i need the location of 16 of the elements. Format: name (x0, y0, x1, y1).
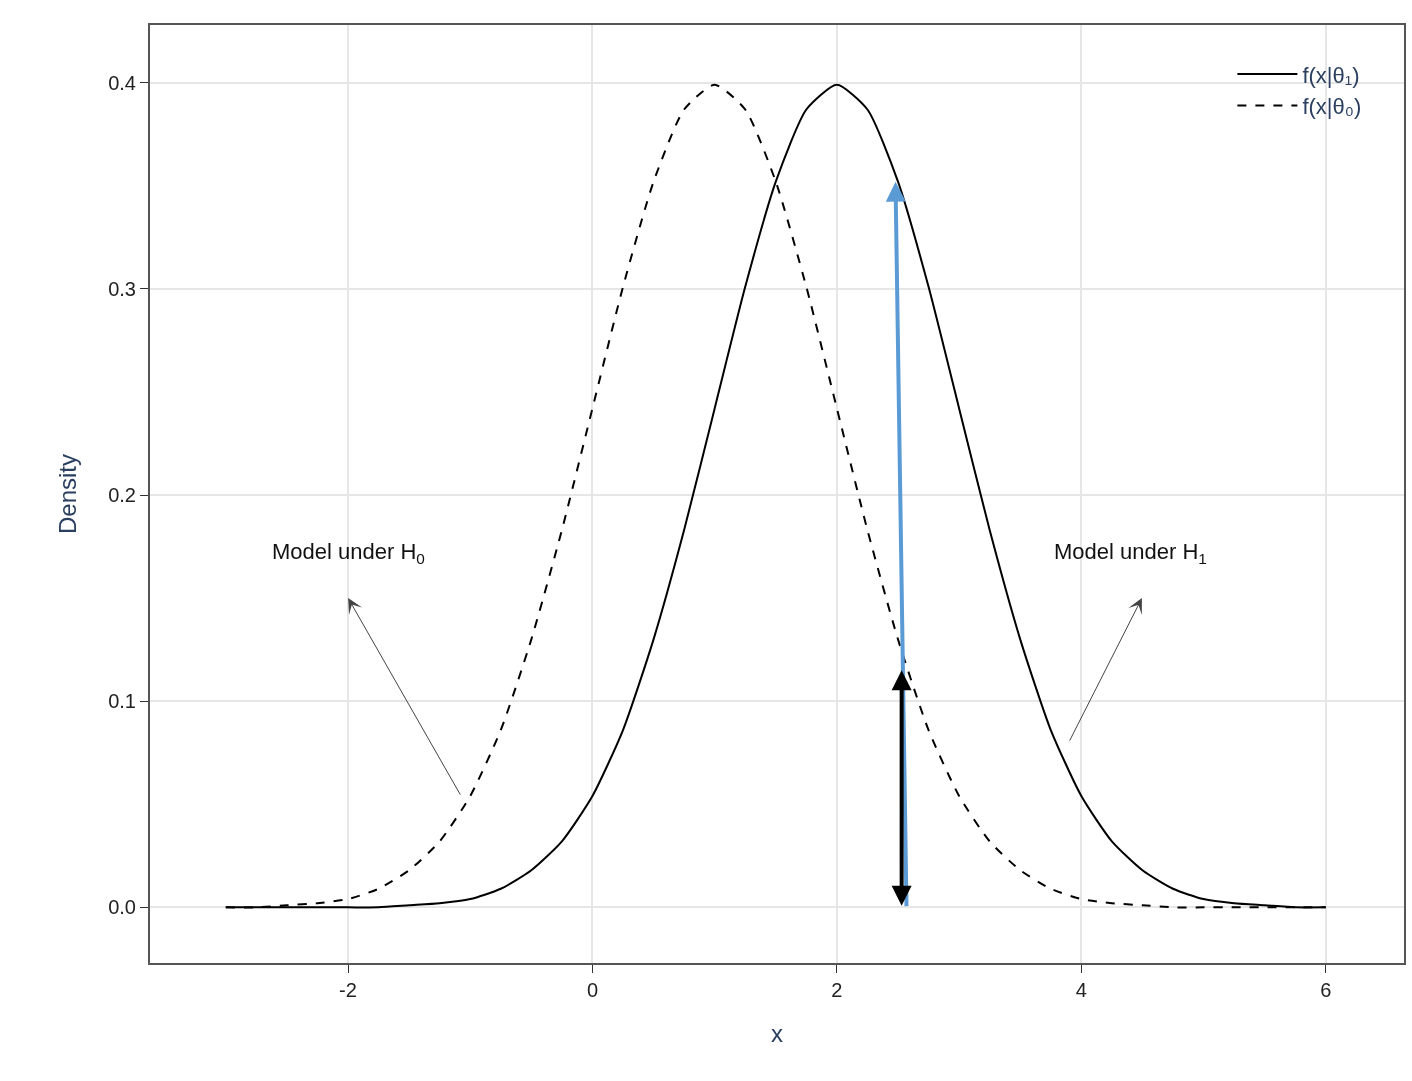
x-axis-title: x (771, 1019, 783, 1047)
legend-label: f(x|θ₀) (1302, 94, 1362, 120)
annotation: Model under H$_{1}$ (1054, 539, 1207, 567)
x-tick-label: 0 (586, 979, 598, 1001)
x-tick-label: 2 (831, 979, 843, 1001)
y-tick-label: 0.0 (108, 896, 136, 919)
y-tick-label: 0.4 (108, 71, 136, 94)
x-tick-label: 6 (1320, 979, 1332, 1001)
y-tick-label: 0.2 (108, 484, 136, 507)
x-tick-label: 4 (1075, 979, 1087, 1001)
annotation: Model under H$_{0}$ (272, 539, 425, 567)
y-tick-label: 0.3 (108, 277, 136, 300)
y-tick-label: 0.1 (108, 690, 136, 713)
x-tick-label: -2 (339, 979, 357, 1001)
y-axis-title: Density (53, 453, 81, 535)
legend-label: f(x|θ₁) (1302, 62, 1360, 88)
